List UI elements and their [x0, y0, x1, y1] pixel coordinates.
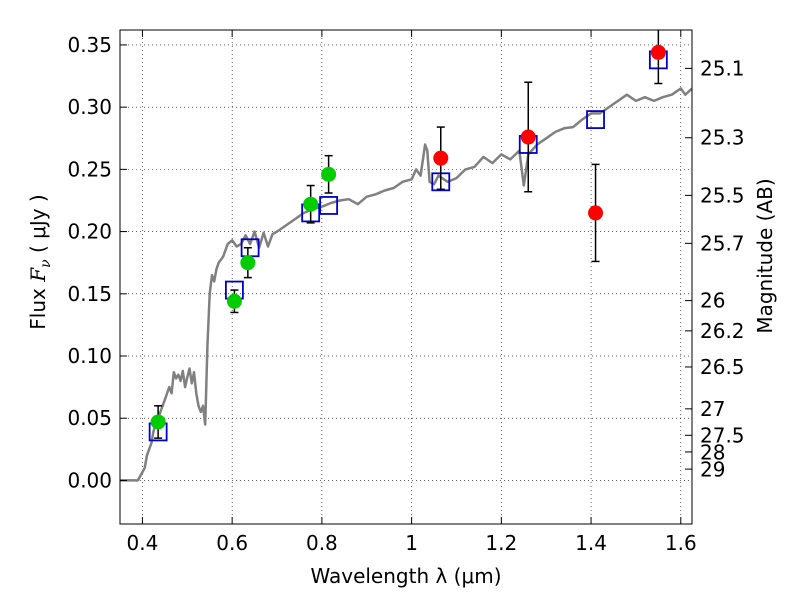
x-tick-label: 1.4	[575, 531, 607, 555]
x-tick-label: 1.2	[485, 531, 517, 555]
mag-tick-label: 25.7	[700, 231, 745, 255]
grid	[120, 30, 692, 524]
sed-line	[120, 87, 692, 482]
y-tick-label: 0.10	[67, 344, 112, 368]
data-point	[321, 166, 337, 182]
mag-tick-label: 27.5	[700, 423, 745, 447]
data-layer	[120, 30, 692, 482]
data-point	[520, 129, 536, 145]
y2-axis-label: Magnitude (AB)	[753, 178, 777, 333]
y-tick-label: 0.15	[67, 282, 112, 306]
data-point	[650, 44, 666, 60]
data-point	[240, 255, 256, 271]
plot-area	[120, 30, 692, 482]
x-tick-label: 0.6	[216, 531, 248, 555]
model-square-marker	[319, 196, 339, 215]
y-tick-label: 0.00	[67, 468, 112, 492]
mag-tick-label: 26	[700, 289, 725, 313]
data-point	[150, 414, 166, 430]
data-point	[226, 293, 242, 309]
mag-tick-label: 25.1	[700, 56, 745, 80]
data-point	[433, 150, 449, 166]
mag-tick-label: 27	[700, 397, 725, 421]
y-tick-label: 0.05	[67, 406, 112, 430]
mag-tick-label: 26.2	[700, 319, 745, 343]
y-tick-label: 0.30	[67, 95, 112, 119]
x-tick-label: 1.6	[665, 531, 697, 555]
y-tick-label: 0.20	[67, 220, 112, 244]
mag-tick-label: 25.5	[700, 183, 745, 207]
data-point	[588, 205, 604, 221]
x-tick-label: 1	[405, 531, 418, 555]
mag-tick-label: 29	[700, 457, 725, 481]
mag-tick-label: 25.3	[700, 126, 745, 150]
x-tick-label: 0.4	[127, 531, 159, 555]
y-tick-label: 0.35	[67, 33, 112, 57]
axes-frame	[119, 29, 693, 525]
x-axis-label: Wavelength λ (μm)	[310, 564, 501, 588]
model-square-marker	[586, 110, 605, 129]
y-tick-label: 0.25	[67, 157, 112, 181]
mag-tick-label: 28	[700, 440, 725, 464]
mag-tick-label: 26.5	[700, 355, 745, 379]
data-point	[303, 196, 319, 212]
x-tick-label: 0.8	[306, 531, 338, 555]
y-axis-label: Flux Fν ( μJy )	[26, 194, 54, 329]
axes: 0.4 0.6 0.8 1 1.2 1.4 1.6 0.00 0.05 0.10 0.15 0.20 0…	[67, 29, 745, 555]
